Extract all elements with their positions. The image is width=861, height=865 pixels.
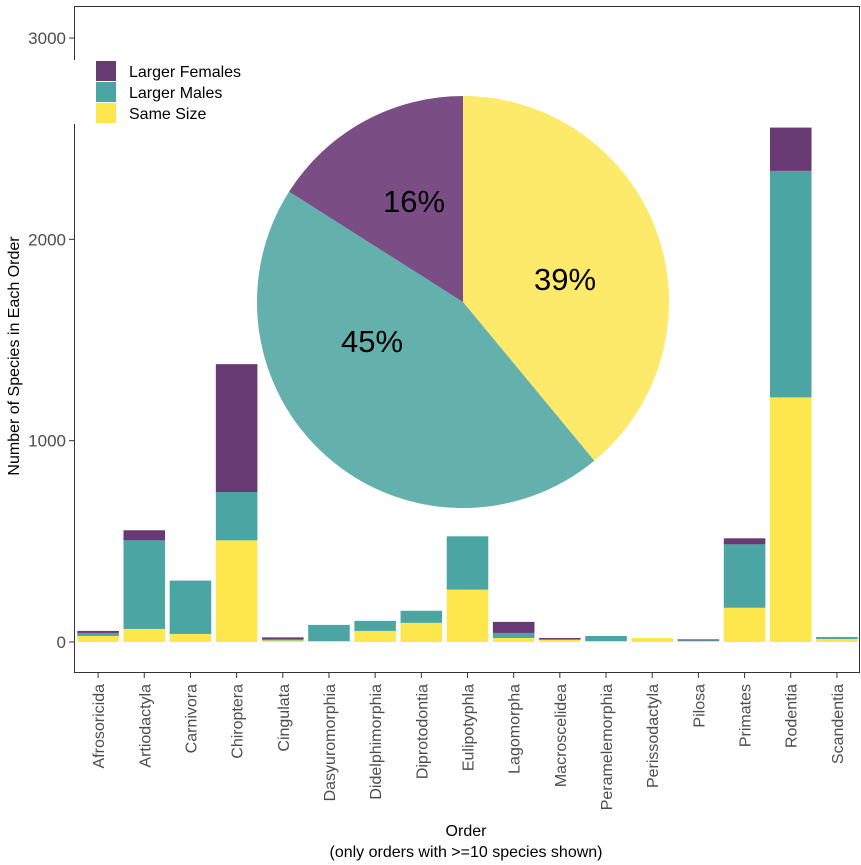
- pie-label-larger-females: 16%: [383, 184, 445, 219]
- x-axis-title: Order: [446, 823, 488, 840]
- inset-pie-chart: 39% 45% 16%: [256, 95, 670, 509]
- legend-label-larger-females: Larger Females: [129, 64, 241, 81]
- y-tick-label: 0: [57, 633, 66, 652]
- bar-artiodactyla-larger-females: [123, 530, 166, 541]
- legend-key-larger-females: [96, 61, 116, 81]
- bar-lagomorpha-larger-females: [492, 621, 535, 633]
- bar-cingulata-larger-males: [262, 639, 304, 641]
- x-axis-subtitle: (only orders with >=10 species shown): [329, 844, 602, 861]
- bar-pilosa-larger-females: [677, 639, 720, 641]
- bar-rodentia-larger-females: [769, 127, 812, 171]
- bar-lagomorpha-larger-males: [492, 632, 535, 638]
- legend: Larger Females Larger Males Same Size: [70, 60, 290, 124]
- bar-macroscelidea-larger-males: [539, 638, 581, 640]
- x-tick-label-artiodactyla: Artiodactyla: [137, 684, 154, 768]
- x-tick-label-diprotodontia: Diprotodontia: [414, 684, 431, 779]
- bar-didelphimorphia-same-size: [354, 630, 396, 642]
- pie-slice-larger-females: [289, 96, 463, 302]
- bar-afrosoricida-larger-females: [77, 630, 119, 633]
- x-tick-label-scandentia: Scandentia: [830, 684, 847, 764]
- bar-artiodactyla-larger-males: [123, 540, 166, 629]
- bar-diprotodontia-larger-males: [400, 610, 443, 623]
- legend-key-same-size: [96, 103, 116, 123]
- bar-layer: [77, 127, 858, 642]
- x-tick-label-primates: Primates: [738, 684, 755, 747]
- bar-primates-larger-males: [723, 544, 766, 608]
- bar-eulipotyphla-larger-males: [446, 536, 489, 590]
- bar-artiodactyla-same-size: [123, 628, 166, 642]
- x-tick-label-didelphimorphia: Didelphimorphia: [368, 684, 385, 800]
- legend-key-larger-males: [96, 82, 116, 102]
- bar-afrosoricida-larger-males: [77, 632, 119, 636]
- x-tick-label-perissodactyla: Perissodactyla: [645, 684, 662, 788]
- x-tick-label-peramelemorphia: Peramelemorphia: [599, 684, 616, 810]
- x-tick-label-rodentia: Rodentia: [784, 684, 801, 748]
- legend-label-same-size: Same Size: [129, 106, 206, 123]
- x-tick-label-eulipotyphla: Eulipotyphla: [461, 684, 478, 771]
- y-tick-label: 3000: [28, 29, 66, 48]
- x-tick-label-lagomorpha: Lagomorpha: [507, 684, 524, 774]
- bar-rodentia-larger-males: [769, 170, 812, 398]
- bar-chiroptera-larger-males: [215, 492, 258, 541]
- bar-macroscelidea-larger-females: [539, 637, 581, 639]
- x-axis: Afrosoricida Artiodactyla Carnivora Chiropt…: [91, 672, 847, 810]
- x-tick-label-carnivora: Carnivora: [183, 684, 200, 753]
- x-tick-label-chiroptera: Chiroptera: [230, 684, 247, 759]
- bar-chiroptera-same-size: [215, 540, 258, 642]
- pie-slice-same-size: [463, 95, 670, 461]
- x-tick-label-dasyuromorphia: Dasyuromorphia: [322, 684, 339, 801]
- bar-didelphimorphia-larger-males: [354, 620, 396, 631]
- bar-pilosa-same-size: [677, 640, 720, 642]
- x-tick-label-afrosoricida: Afrosoricida: [91, 684, 108, 769]
- bar-pilosa-larger-males: [677, 640, 720, 641]
- bar-carnivora-larger-males: [169, 580, 212, 634]
- pie-slice-larger-males: [256, 191, 595, 509]
- x-tick-label-macroscelidea: Macroscelidea: [553, 684, 570, 787]
- y-axis: 0 1000 2000 3000: [28, 29, 74, 652]
- pie-label-same-size: 39%: [534, 262, 596, 297]
- bar-eulipotyphla-same-size: [446, 589, 489, 642]
- bar-macroscelidea-same-size: [539, 639, 581, 642]
- bar-perissodactyla-same-size: [631, 637, 673, 642]
- y-tick-label: 1000: [28, 432, 66, 451]
- bar-diprotodontia-same-size: [400, 622, 443, 642]
- bar-dasyuromorphia-larger-males: [308, 624, 350, 641]
- bar-carnivora-same-size: [169, 633, 212, 642]
- bar-primates-larger-females: [723, 538, 766, 545]
- bar-dasyuromorphia-same-size: [308, 640, 350, 642]
- bar-scandentia-same-size: [816, 638, 858, 642]
- bar-peramelemorphia-same-size: [585, 640, 627, 642]
- x-tick-label-pilosa: Pilosa: [691, 684, 708, 728]
- pie-label-larger-males: 45%: [341, 324, 403, 359]
- y-tick-label: 2000: [28, 230, 66, 249]
- legend-label-larger-males: Larger Males: [129, 85, 222, 102]
- bar-primates-same-size: [723, 607, 766, 642]
- y-axis-title: Number of Species in Each Order: [6, 236, 23, 476]
- x-tick-label-cingulata: Cingulata: [276, 684, 293, 752]
- bar-cingulata-same-size: [262, 640, 304, 642]
- bar-cingulata-larger-females: [262, 637, 304, 640]
- bar-afrosoricida-same-size: [77, 635, 119, 642]
- bar-rodentia-same-size: [769, 397, 812, 642]
- bar-chiroptera-larger-females: [215, 364, 258, 493]
- bar-lagomorpha-same-size: [492, 637, 535, 642]
- bar-scandentia-larger-males: [816, 636, 858, 639]
- bar-peramelemorphia-larger-males: [585, 635, 627, 641]
